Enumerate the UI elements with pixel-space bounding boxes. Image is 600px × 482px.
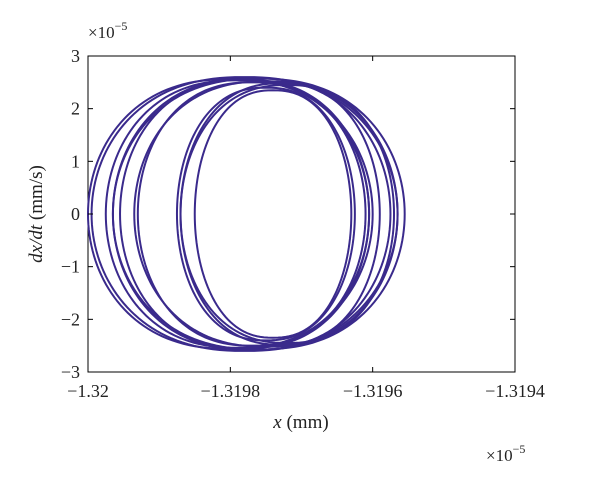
x-axis-label: x (mm) [272, 412, 328, 433]
axis-ticks: −1.32 −1.3198 −1.3196 −1.3194 −3 −2 −1 0 1 2 3 [61, 46, 545, 401]
orbit-line-6 [193, 89, 353, 339]
y-exponent-label: ×10−5 [88, 19, 127, 42]
x-tick-label: −1.3196 [343, 381, 403, 401]
orbit-line-10 [179, 83, 396, 345]
y-axis-label: dx/dt (mm/s) [26, 165, 47, 263]
y-tick-label: −1 [61, 257, 80, 277]
orbit-line-2 [119, 78, 371, 350]
x-exponent-label: ×10−5 [486, 442, 525, 465]
plot-area [87, 55, 516, 373]
y-tick-label: 0 [71, 204, 80, 224]
orbit-line-12 [111, 77, 406, 351]
y-tick-label: 1 [71, 151, 80, 171]
x-tick-label: −1.3194 [485, 381, 545, 401]
y-tick-label: 3 [71, 46, 80, 66]
y-tick-label: −3 [61, 362, 80, 382]
x-tick-label: −1.32 [67, 381, 109, 401]
y-tick-label: −2 [61, 309, 80, 329]
x-tick-label: −1.3198 [201, 381, 261, 401]
orbit-curves [86, 76, 406, 352]
orbit-line-9 [133, 80, 399, 348]
y-tick-label: 2 [71, 99, 80, 119]
orbit-line-11 [104, 79, 371, 349]
